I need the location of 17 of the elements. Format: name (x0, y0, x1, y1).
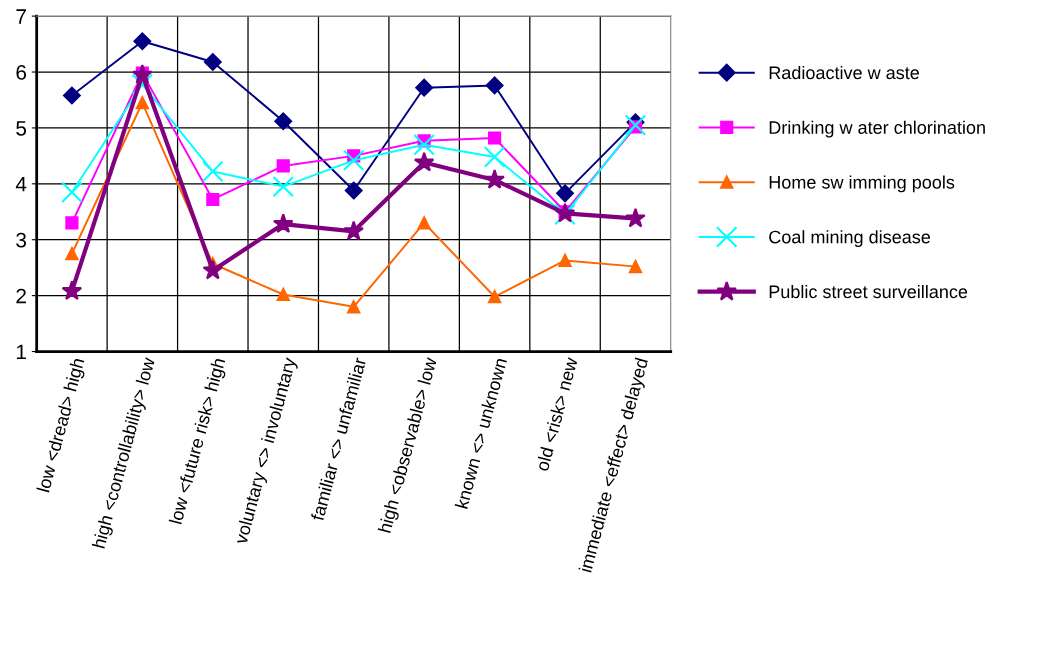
y-tick-label: 3 (16, 232, 27, 248)
x-tick-label: old <risk> new (535, 356, 578, 472)
y-tick-label: 7 (16, 9, 26, 24)
legend-label: Drinking w ater chlorination (769, 120, 985, 138)
x-tick-label: low <future risk> high (168, 357, 229, 526)
legend-label: Home sw imming pools (769, 175, 955, 193)
legend-label: Radioactive w aste (769, 65, 919, 80)
x-tick-label: familiar <> unfamiliar (310, 356, 367, 522)
x-tick-label: known <> unknown (454, 357, 508, 509)
legend-label: Public street surveillance (769, 284, 968, 299)
y-tick-label: 2 (16, 288, 26, 304)
y-tick-label: 1 (16, 344, 26, 360)
y-tick-label: 5 (16, 121, 27, 136)
legend-label: Coal mining disease (769, 230, 931, 247)
y-tick-label: 4 (15, 177, 27, 192)
y-tick-label: 6 (16, 65, 27, 80)
x-tick-label: low <dread> high (36, 357, 88, 494)
